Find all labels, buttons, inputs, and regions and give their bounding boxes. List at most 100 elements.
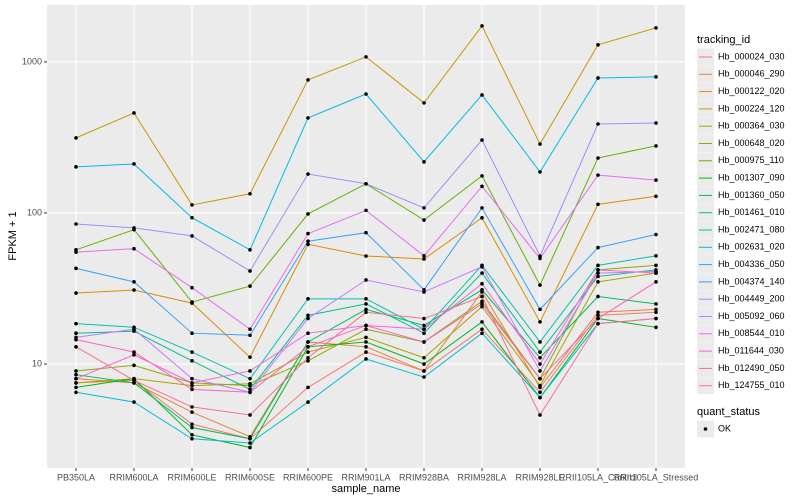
point xyxy=(132,162,136,166)
point xyxy=(132,327,136,332)
point xyxy=(74,165,78,169)
point xyxy=(480,265,484,269)
legend-label: Hb_001461_010 xyxy=(718,207,785,217)
point xyxy=(422,369,426,373)
point xyxy=(364,92,368,96)
point xyxy=(480,271,484,275)
point xyxy=(480,281,484,286)
point xyxy=(248,269,252,273)
point xyxy=(190,381,194,385)
point xyxy=(480,299,484,304)
point xyxy=(190,300,194,304)
point xyxy=(306,400,310,404)
point xyxy=(248,284,252,288)
point xyxy=(654,75,658,79)
point xyxy=(480,216,484,220)
point xyxy=(132,288,136,292)
legend-label: Hb_004374_140 xyxy=(718,276,785,286)
legend-label: Hb_001360_050 xyxy=(718,190,785,200)
point xyxy=(306,239,310,244)
point xyxy=(74,321,78,326)
point xyxy=(248,333,252,338)
x-axis-title: sample_name xyxy=(331,483,400,495)
point xyxy=(538,362,542,366)
point xyxy=(248,441,252,445)
legend-label: Hb_000648_020 xyxy=(718,138,785,148)
point xyxy=(596,173,600,177)
point xyxy=(248,413,252,417)
point xyxy=(132,363,136,368)
point xyxy=(480,184,484,189)
point xyxy=(364,335,368,340)
legend-label: Hb_004449_200 xyxy=(718,294,785,304)
point xyxy=(480,24,484,28)
point xyxy=(306,172,310,176)
point xyxy=(74,369,78,373)
point xyxy=(596,268,600,272)
point xyxy=(248,369,252,373)
x-tick-label: RRIM600SE xyxy=(225,472,275,482)
point xyxy=(654,325,658,330)
point xyxy=(74,250,78,254)
point xyxy=(538,283,542,287)
point xyxy=(596,76,600,80)
point xyxy=(364,307,368,312)
point xyxy=(132,226,136,230)
point xyxy=(306,297,310,301)
point xyxy=(422,327,426,332)
point xyxy=(422,331,426,335)
point xyxy=(248,390,252,395)
point xyxy=(654,302,658,306)
point xyxy=(596,274,600,279)
point xyxy=(538,413,542,417)
point xyxy=(538,170,542,174)
point xyxy=(364,230,368,235)
point xyxy=(190,350,194,354)
x-tick-label: RRIM600LA xyxy=(109,472,158,482)
legend-label: Hb_000024_030 xyxy=(718,51,785,61)
point xyxy=(364,340,368,344)
point xyxy=(538,340,542,344)
point xyxy=(480,206,484,210)
legend-title: tracking_id xyxy=(697,34,750,46)
point xyxy=(480,331,484,335)
point xyxy=(596,321,600,326)
x-tick-label: RRII105LA_Control xyxy=(559,472,637,482)
point xyxy=(538,355,542,360)
point xyxy=(74,222,78,226)
point xyxy=(596,280,600,284)
point xyxy=(190,285,194,290)
point xyxy=(654,316,658,321)
point xyxy=(306,385,310,390)
point xyxy=(190,387,194,392)
point xyxy=(422,316,426,321)
point xyxy=(132,280,136,284)
point xyxy=(190,405,194,409)
point xyxy=(654,121,658,125)
y-tick-label: 10 xyxy=(32,358,42,368)
y-tick-label: 1000 xyxy=(22,56,42,66)
point xyxy=(364,181,368,186)
point xyxy=(422,254,426,258)
point xyxy=(306,350,310,354)
point xyxy=(538,256,542,261)
point xyxy=(422,323,426,328)
point xyxy=(596,43,600,47)
legend-label: Hb_002471_080 xyxy=(718,224,785,234)
point xyxy=(480,287,484,292)
point xyxy=(74,266,78,271)
point xyxy=(364,278,368,282)
point xyxy=(596,122,600,126)
point xyxy=(480,294,484,299)
point xyxy=(654,178,658,182)
point xyxy=(248,327,252,332)
point xyxy=(248,191,252,196)
y-axis-title: FPKM + 1 xyxy=(7,211,19,260)
point xyxy=(132,350,136,354)
point xyxy=(596,313,600,318)
point xyxy=(364,310,368,315)
point xyxy=(538,395,542,400)
point xyxy=(74,376,78,381)
x-tick-label: RRIM600LE xyxy=(167,472,216,482)
